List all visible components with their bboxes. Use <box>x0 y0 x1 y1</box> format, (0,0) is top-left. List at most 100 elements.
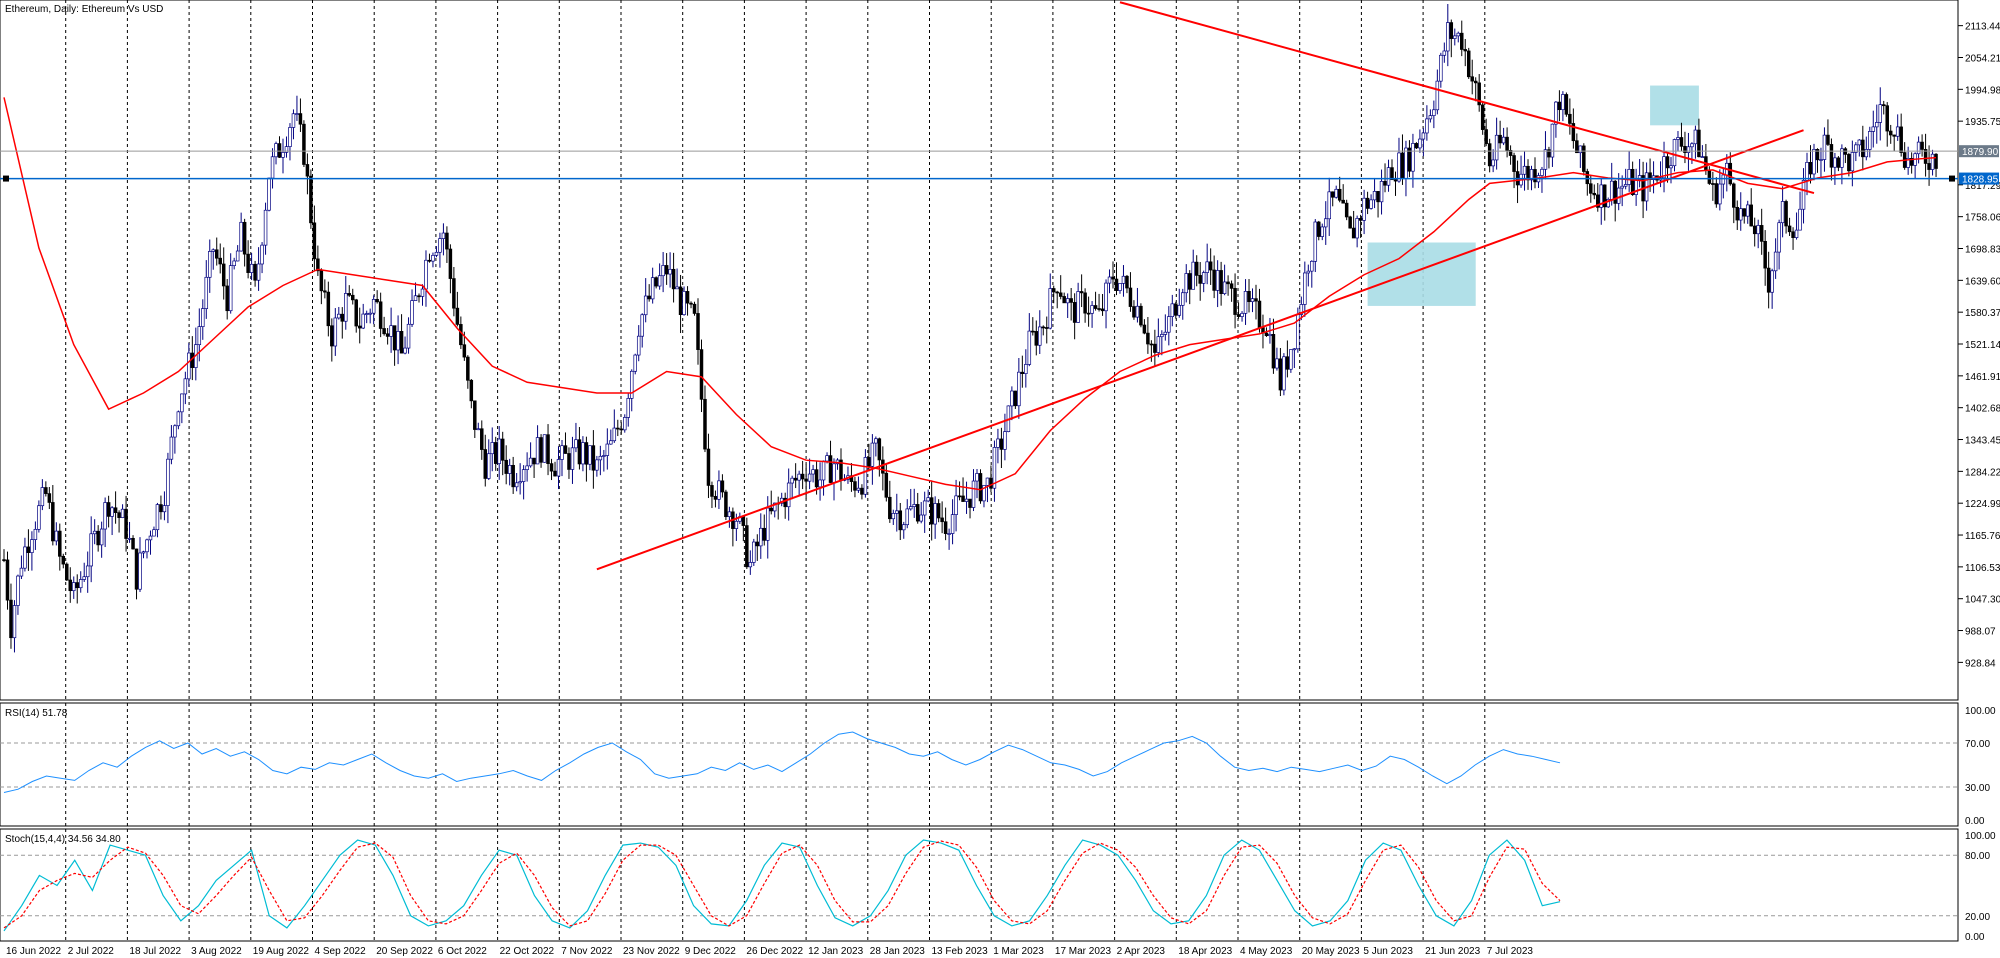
candle-body <box>1344 202 1349 218</box>
candle-body <box>905 508 910 526</box>
candle-body <box>1017 371 1021 407</box>
stoch-main-line <box>3 839 1561 932</box>
candle-body <box>337 313 341 319</box>
candle-body <box>902 524 906 531</box>
candle-body <box>1128 287 1133 307</box>
candle-body <box>256 263 261 281</box>
candle-body <box>1379 181 1384 203</box>
candle-body <box>214 249 219 259</box>
candle-body <box>75 582 79 589</box>
candle-body <box>1348 216 1352 229</box>
candle-body <box>1613 180 1617 204</box>
candle-body <box>957 495 962 498</box>
candle-body <box>438 238 442 253</box>
upper-resistance <box>1119 1 1815 195</box>
candle-body <box>1390 167 1394 181</box>
candle-body <box>877 438 882 461</box>
candle-body <box>968 498 972 508</box>
y-tick-label: 1817.29 <box>1965 181 2000 192</box>
candle-body <box>1543 149 1548 170</box>
candle-body <box>403 347 407 354</box>
rsi-panel[interactable]: RSI(14) 51.78 <box>0 702 1959 827</box>
candle-body <box>678 286 683 316</box>
candle-body <box>1090 305 1094 314</box>
price-panel[interactable]: Ethereum, Daily: Ethereum Vs USD <box>0 0 1959 701</box>
candle-body <box>1686 146 1691 153</box>
candle-body <box>1564 94 1569 115</box>
candle-body <box>933 503 937 525</box>
candle-body <box>1477 82 1481 106</box>
candle-body <box>1752 225 1757 235</box>
candle-body <box>166 458 170 506</box>
candle-body <box>1749 204 1753 227</box>
candle-body <box>1418 138 1422 149</box>
candle-body <box>249 263 254 273</box>
candle-body <box>1114 278 1119 291</box>
candle-body <box>44 487 48 494</box>
candle-body <box>417 295 421 298</box>
trendlines <box>0 1 1958 571</box>
candle-body <box>1575 140 1579 154</box>
lower-box <box>1367 242 1476 306</box>
candle-body <box>1487 143 1492 167</box>
stoch-tick-label: 100.00 <box>1965 831 1996 842</box>
candle-body <box>1191 261 1195 290</box>
candle-body <box>1798 208 1802 231</box>
support-price-tag <box>1959 172 1999 185</box>
candle-body <box>542 434 547 463</box>
candle-body <box>187 352 191 380</box>
candle-body <box>1847 154 1851 172</box>
candle-body <box>811 469 815 475</box>
support-price-label: 1828.95 <box>1962 175 1999 186</box>
candle-body <box>1194 261 1199 276</box>
candle-body <box>480 428 484 450</box>
candle-body <box>1766 267 1771 293</box>
candle-body <box>117 512 121 518</box>
upper-box <box>1650 85 1699 126</box>
candle-body <box>302 123 306 165</box>
candle-body <box>1745 204 1750 217</box>
candle-body <box>1589 183 1593 194</box>
candle-body <box>1100 308 1105 312</box>
candle-body <box>1097 308 1101 310</box>
candle-body <box>1829 144 1834 168</box>
candle-body <box>696 313 700 350</box>
candle-body <box>85 565 90 578</box>
price-tags: 1879.90 1828.95 <box>1959 145 1999 186</box>
candle-body <box>1254 298 1258 302</box>
candle-body <box>469 379 474 402</box>
candle-body <box>1484 129 1488 145</box>
candle-body <box>9 599 13 639</box>
candle-body <box>1362 197 1366 221</box>
candle-body <box>1739 208 1743 221</box>
candle-body <box>1170 303 1175 317</box>
candle-body <box>1578 145 1583 154</box>
candle-body <box>270 156 275 179</box>
candle-body <box>1630 168 1635 195</box>
candle-body <box>699 349 704 400</box>
candle-body <box>1794 229 1799 238</box>
candle-body <box>870 442 875 467</box>
candle-body <box>1393 179 1398 182</box>
candle-body <box>821 460 826 481</box>
candle-body <box>950 514 955 534</box>
candle-body <box>159 504 163 513</box>
candle-body <box>368 312 372 315</box>
stoch-panel[interactable]: Stoch(15,4,4) 34.56 34.80 <box>0 828 1959 942</box>
candle-body <box>1003 431 1007 450</box>
y-tick-label: 1698.83 <box>1965 245 2000 256</box>
candle-body <box>1337 188 1342 201</box>
candle-body <box>30 539 34 553</box>
candle-body <box>912 504 916 507</box>
candle-body <box>1038 326 1042 346</box>
candle-body <box>1571 123 1576 142</box>
candle-body <box>1923 149 1928 164</box>
candle-body <box>759 527 763 547</box>
candle-body <box>1320 226 1325 237</box>
candle-body <box>1229 283 1234 289</box>
candle-body <box>1505 136 1509 151</box>
candle-body <box>724 491 728 518</box>
candle-body <box>595 459 599 471</box>
candle-body <box>1770 270 1774 293</box>
candle-body <box>180 393 184 413</box>
